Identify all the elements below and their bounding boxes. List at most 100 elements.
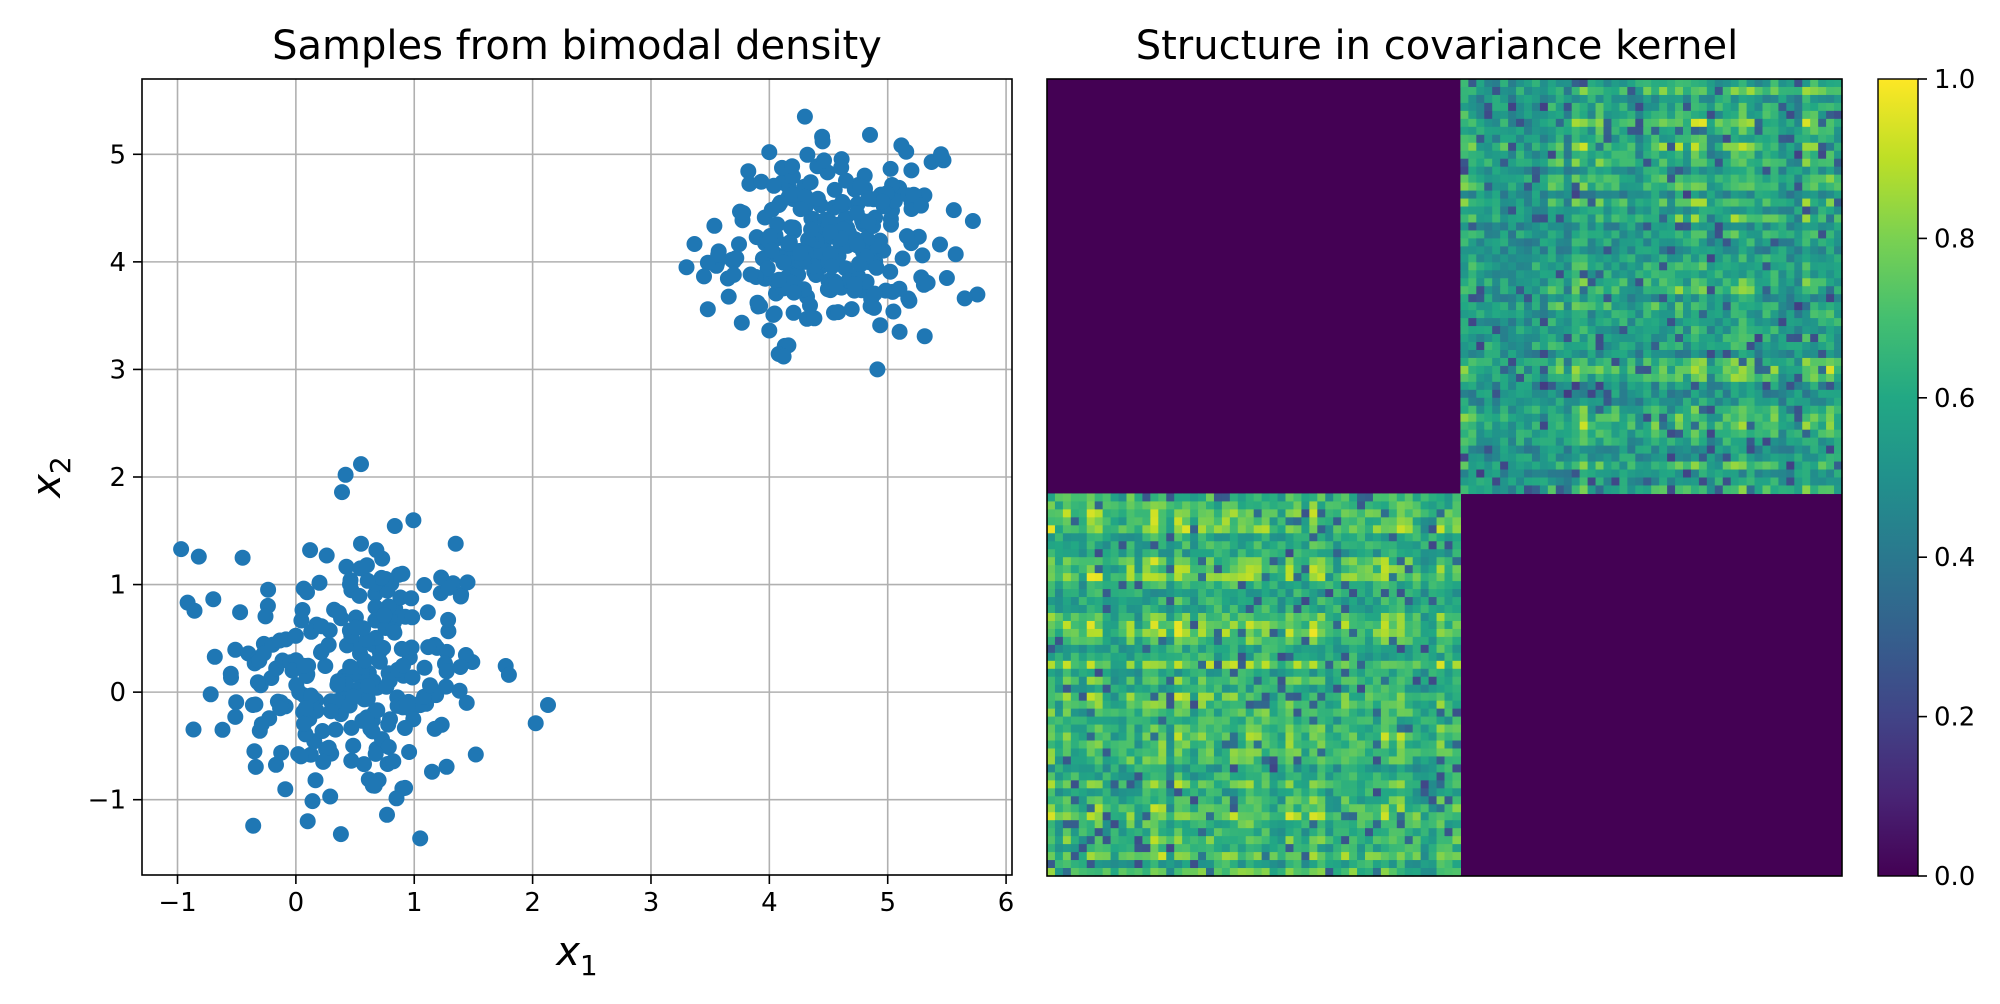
- heatmap-cell: [1468, 230, 1477, 239]
- heatmap-cell: [1508, 374, 1517, 383]
- heatmap-cell: [1731, 103, 1740, 112]
- scatter-point: [528, 715, 544, 731]
- heatmap-cell: [1198, 709, 1207, 718]
- heatmap-cell: [1349, 629, 1358, 638]
- heatmap-cell: [1293, 741, 1302, 750]
- heatmap-cell: [1794, 286, 1803, 295]
- scatter-point: [394, 641, 410, 657]
- heatmap-cell: [1540, 270, 1549, 279]
- heatmap-cell: [1174, 493, 1183, 502]
- heatmap-cell: [1452, 693, 1461, 702]
- heatmap-cell: [1715, 199, 1724, 208]
- heatmap-cell: [1516, 374, 1525, 383]
- heatmap-cell: [1214, 525, 1223, 534]
- heatmap-cell: [1134, 525, 1143, 534]
- heatmap-cell: [1683, 438, 1692, 447]
- heatmap-cell: [1564, 454, 1573, 463]
- heatmap-cell: [1325, 677, 1334, 686]
- heatmap-cell: [1484, 406, 1493, 415]
- heatmap-cell: [1119, 541, 1128, 550]
- heatmap-cell: [1119, 669, 1128, 678]
- heatmap-cell: [1230, 780, 1239, 789]
- heatmap-cell: [1580, 430, 1589, 439]
- scatter-point: [803, 222, 819, 238]
- heatmap-cell: [1826, 135, 1835, 144]
- heatmap-cell: [1627, 222, 1636, 231]
- heatmap-cell: [1142, 685, 1151, 694]
- heatmap-cell: [1707, 334, 1716, 343]
- heatmap-cell: [1596, 207, 1605, 216]
- heatmap-cell: [1119, 780, 1128, 789]
- scatter-point: [329, 677, 345, 693]
- heatmap-cell: [1095, 756, 1104, 765]
- heatmap-cell: [1405, 517, 1414, 526]
- heatmap-cell: [1166, 653, 1175, 662]
- scatter-point: [207, 649, 223, 665]
- heatmap-cell: [1119, 772, 1128, 781]
- heatmap-cell: [1794, 95, 1803, 104]
- heatmap-cell: [1516, 406, 1525, 415]
- heatmap-cell: [1357, 677, 1366, 686]
- heatmap-cell: [1063, 677, 1072, 686]
- heatmap-cell: [1770, 430, 1779, 439]
- heatmap-cell: [1142, 717, 1151, 726]
- heatmap-cell: [1286, 573, 1295, 582]
- scatter-point: [822, 224, 838, 240]
- heatmap-cell: [1270, 573, 1279, 582]
- heatmap-cell: [1325, 573, 1334, 582]
- heatmap-cell: [1810, 238, 1819, 247]
- x-tick-label: −1: [158, 888, 196, 918]
- heatmap-cell: [1270, 677, 1279, 686]
- heatmap-cell: [1619, 398, 1628, 407]
- heatmap-cell: [1484, 135, 1493, 144]
- heatmap-cell: [1119, 653, 1128, 662]
- heatmap-cell: [1826, 230, 1835, 239]
- heatmap-cell: [1492, 318, 1501, 327]
- heatmap-cell: [1270, 725, 1279, 734]
- heatmap-cell: [1293, 597, 1302, 606]
- heatmap-cell: [1826, 470, 1835, 479]
- heatmap-cell: [1524, 350, 1533, 359]
- heatmap-cell: [1691, 278, 1700, 287]
- heatmap-cell: [1182, 748, 1191, 757]
- heatmap-cell: [1731, 278, 1740, 287]
- heatmap-cell: [1095, 685, 1104, 694]
- heatmap-cell: [1635, 95, 1644, 104]
- heatmap-cell: [1810, 111, 1819, 120]
- heatmap-cell: [1572, 366, 1581, 375]
- heatmap-cell: [1198, 541, 1207, 550]
- heatmap-cell: [1604, 294, 1613, 303]
- heatmap-cell: [1826, 398, 1835, 407]
- heatmap-cell: [1588, 326, 1597, 335]
- heatmap-cell: [1723, 366, 1732, 375]
- heatmap-cell: [1683, 414, 1692, 423]
- heatmap-cell: [1596, 438, 1605, 447]
- heatmap-cell: [1691, 430, 1700, 439]
- heatmap-cell: [1182, 661, 1191, 670]
- heatmap-cell: [1238, 525, 1247, 534]
- heatmap-cell: [1206, 621, 1215, 630]
- heatmap-cell: [1500, 151, 1509, 160]
- heatmap-cell: [1810, 135, 1819, 144]
- heatmap-cell: [1214, 741, 1223, 750]
- heatmap-cell: [1564, 175, 1573, 184]
- heatmap-cell: [1437, 701, 1446, 710]
- heatmap-cell: [1230, 685, 1239, 694]
- heatmap-cell: [1508, 214, 1517, 223]
- heatmap-cell: [1373, 669, 1382, 678]
- heatmap-cell: [1079, 549, 1088, 558]
- scatter-point: [439, 759, 455, 775]
- heatmap-cell: [1627, 414, 1636, 423]
- heatmap-cell: [1659, 470, 1668, 479]
- heatmap-cell: [1699, 159, 1708, 168]
- heatmap-cell: [1047, 645, 1056, 654]
- heatmap-cell: [1572, 183, 1581, 192]
- heatmap-cell: [1230, 533, 1239, 542]
- heatmap-cell: [1810, 127, 1819, 136]
- heatmap-cell: [1246, 645, 1255, 654]
- heatmap-cell: [1150, 629, 1159, 638]
- heatmap-cell: [1532, 302, 1541, 311]
- heatmap-cell: [1508, 151, 1517, 160]
- heatmap-cell: [1445, 525, 1454, 534]
- heatmap-cell: [1437, 661, 1446, 670]
